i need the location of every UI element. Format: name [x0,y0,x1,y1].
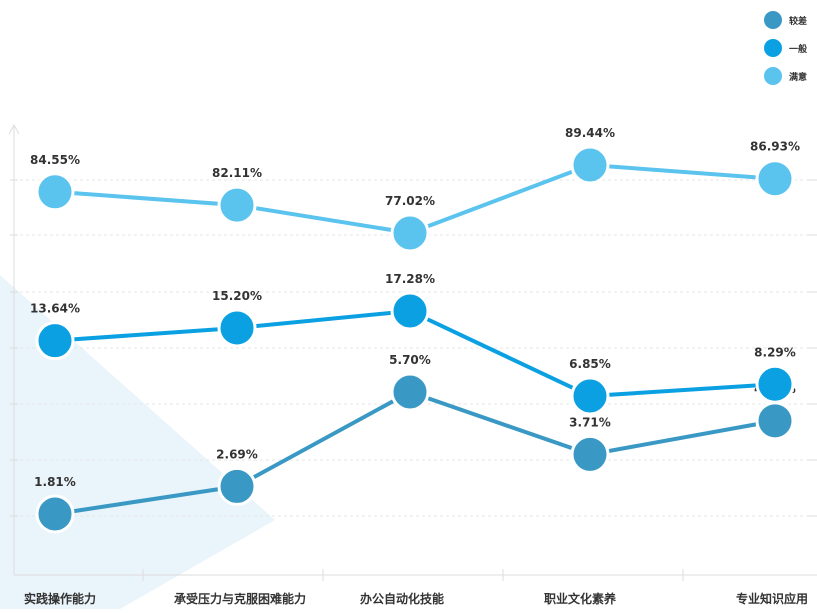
data-label: 77.02% [385,194,435,208]
data-label: 3.71% [569,415,611,429]
data-point [35,172,75,212]
data-label: 15.20% [212,289,262,303]
data-label: 6.85% [569,357,611,371]
data-point [755,159,795,199]
legend-label: 较差 [789,15,807,27]
data-label: 5.70% [389,353,431,367]
legend-item[interactable]: 满意 [764,67,807,85]
series-满意: 84.55% 82.11% 77.02% 89.44% 86.93% [30,126,800,253]
x-tick-label: 职业文化素养 [544,591,616,606]
data-point [35,494,75,534]
data-label: 8.29% [754,345,796,359]
data-point [217,466,257,506]
data-label: 17.28% [385,272,435,286]
x-ticks [142,569,684,581]
x-tick-label: 承受压力与克服困难能力 [174,591,306,606]
data-label: 1.81% [34,475,76,489]
data-label: 86.93% [750,140,800,154]
data-point [390,291,430,331]
data-point [570,376,610,416]
data-point [217,308,257,348]
x-tick-label: 实践操作能力 [24,591,96,606]
series-一般: 13.64% 15.20% 17.28% 6.85% 8.29% [30,272,796,416]
x-tick-label: 专业知识应用 [736,591,808,606]
data-point [570,145,610,185]
data-label: 2.69% [216,447,258,461]
legend-label: 满意 [789,71,807,83]
legend-item[interactable]: 一般 [764,39,808,57]
data-point [755,401,795,441]
data-label: 84.55% [30,153,80,167]
data-point [755,364,795,404]
data-point [390,372,430,412]
legend-label: 一般 [789,43,808,55]
x-tick-labels: 实践操作能力 承受压力与克服困难能力 办公自动化技能 职业文化素养 专业知识应用 [24,591,808,606]
x-tick-label: 办公自动化技能 [360,591,444,606]
data-point [35,321,75,361]
data-point [217,185,257,225]
legend-item[interactable]: 较差 [764,11,807,29]
legend-swatch [764,11,782,29]
data-label: 13.64% [30,302,80,316]
data-label: 89.44% [565,126,615,140]
grid-lines [10,179,817,517]
data-point [390,213,430,253]
data-label: 82.11% [212,166,262,180]
data-point [570,434,610,474]
series-layer: 1.81%2.69%5.70%3.71%4.78%13.64%15.20%17.… [30,126,800,534]
y-axis-arrow [8,123,20,135]
legend-swatch [764,39,782,57]
legend-swatch [764,67,782,85]
